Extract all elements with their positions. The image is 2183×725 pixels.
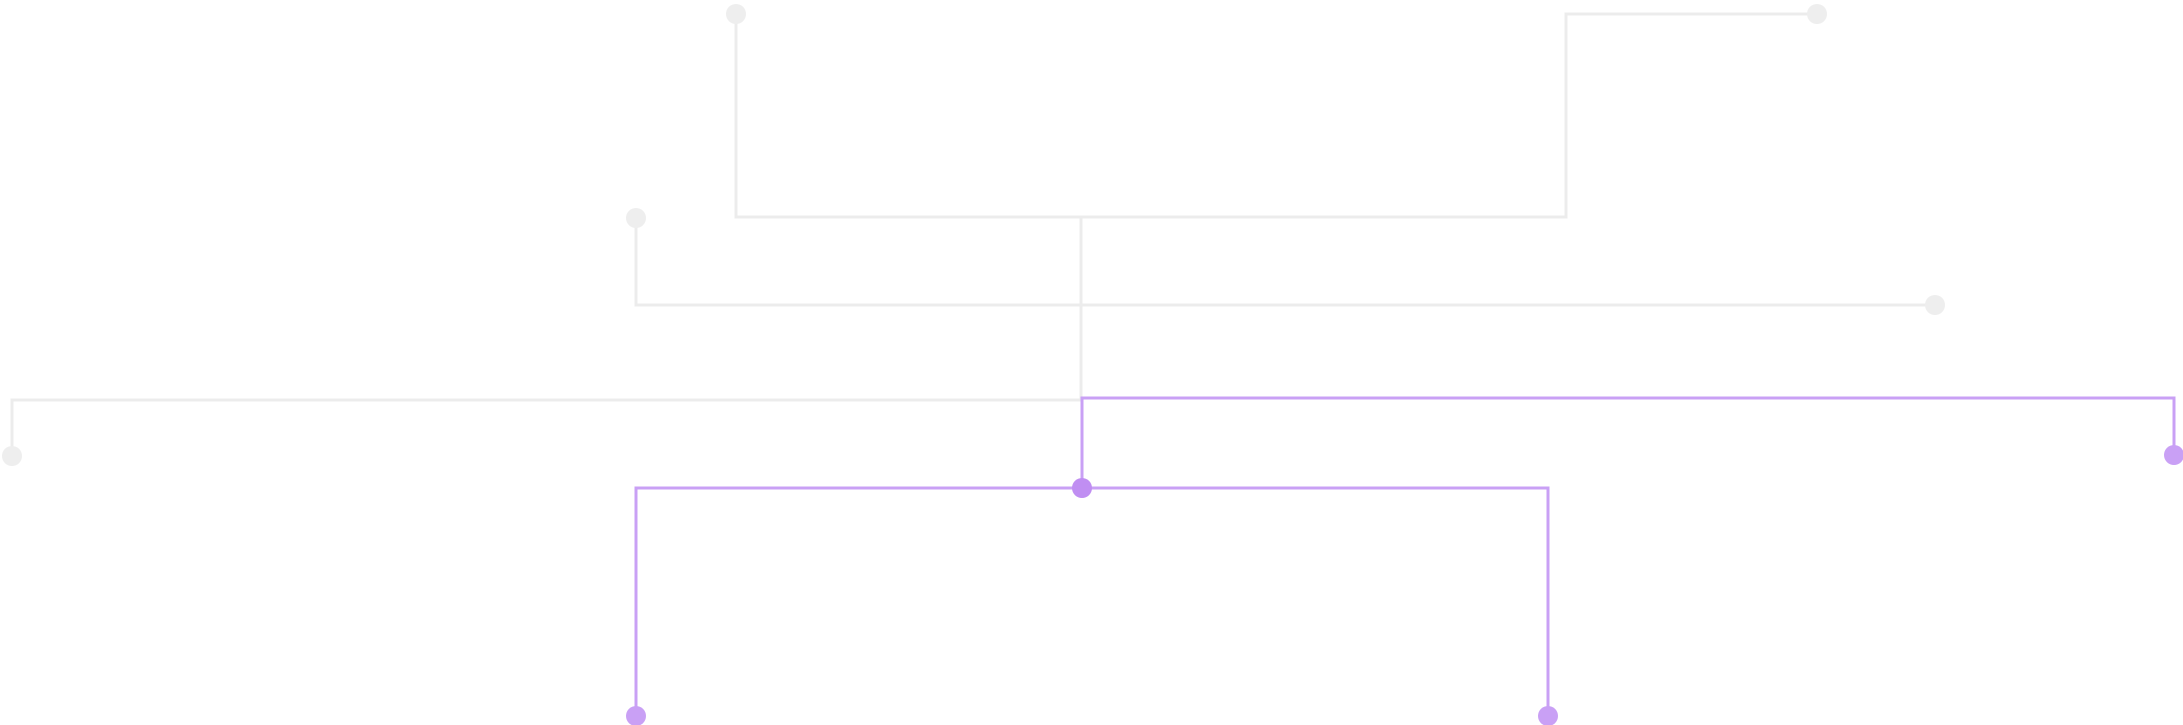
active-node-right <box>2164 445 2183 465</box>
inactive-node-far-left <box>2 446 22 466</box>
active-nodes <box>626 445 2183 725</box>
inactive-line-top-right <box>1081 12 1817 219</box>
inactive-line-middle-left <box>634 218 1081 307</box>
active-node-bottom-left <box>626 706 646 725</box>
inactive-line-top-left <box>734 14 1081 219</box>
inactive-node-middle-right <box>1925 295 1945 315</box>
inactive-nodes <box>2 4 1945 466</box>
inactive-node-top-right <box>1807 4 1827 24</box>
active-node-hub <box>1072 478 1092 498</box>
active-line-bottom <box>634 486 1550 716</box>
active-lines <box>634 396 2176 716</box>
inactive-node-middle-left <box>626 208 646 228</box>
inactive-node-top-left <box>726 4 746 24</box>
inactive-line-far-left <box>10 398 1081 456</box>
inactive-lines <box>10 12 1935 456</box>
active-line-right <box>1080 396 2176 488</box>
active-node-bottom-right <box>1538 706 1558 725</box>
